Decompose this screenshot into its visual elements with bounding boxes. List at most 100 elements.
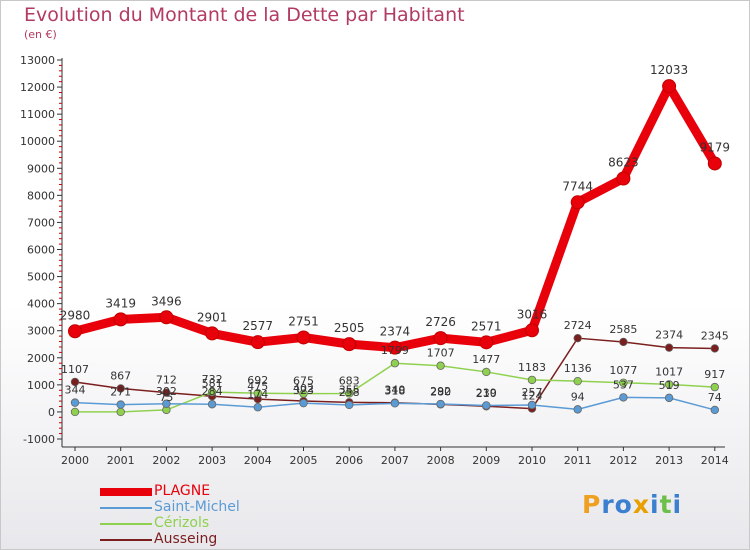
data-label-1: 318 <box>384 384 405 397</box>
series-point-0 <box>570 195 585 210</box>
series-point-2 <box>573 376 582 386</box>
data-label-0: 2726 <box>425 315 456 329</box>
data-label-1: 284 <box>202 385 223 398</box>
y-tick-label: 11000 <box>20 108 55 121</box>
series-point-2 <box>390 359 400 368</box>
x-tick-label: 2014 <box>701 454 729 467</box>
series-point-3 <box>573 333 582 343</box>
y-tick-label: 12000 <box>20 81 55 94</box>
data-label-0: 2577 <box>243 319 274 333</box>
chart-title: Evolution du Montant de la Dette par Hab… <box>24 4 465 26</box>
x-tick-label: 2008 <box>427 454 455 467</box>
data-label-3: 581 <box>202 377 223 390</box>
data-label-0: 3419 <box>105 296 136 310</box>
series-point-0 <box>159 310 174 325</box>
series-point-0 <box>662 79 677 94</box>
data-label-1: 271 <box>110 386 131 399</box>
data-label-0: 3496 <box>151 294 182 308</box>
data-label-2: 675 <box>293 375 314 388</box>
data-label-2: 1077 <box>609 364 637 377</box>
data-label-2: 683 <box>339 374 360 387</box>
series-point-1 <box>299 398 308 408</box>
series-point-1 <box>162 399 171 408</box>
data-label-3: 280 <box>430 385 451 398</box>
series-line-0 <box>70 81 720 353</box>
x-tick-label: 2007 <box>381 454 409 467</box>
x-tick-label: 2009 <box>472 454 500 467</box>
data-label-2: 917 <box>704 368 725 381</box>
data-label-1: 74 <box>708 391 722 404</box>
series-point-1 <box>619 393 628 402</box>
series-point-0 <box>342 337 357 352</box>
data-label-2: 1477 <box>472 353 500 366</box>
data-label-1: 174 <box>247 388 268 401</box>
series-point-0 <box>250 335 265 350</box>
data-label-3: 2345 <box>701 329 729 342</box>
legend-swatch <box>100 488 152 496</box>
series-point-3 <box>70 377 80 387</box>
series-point-0 <box>113 312 128 327</box>
data-label-0: 3016 <box>517 307 548 321</box>
x-tick-label: 2012 <box>609 454 637 467</box>
x-tick-label: 2002 <box>152 454 180 467</box>
data-label-1: 344 <box>65 384 86 397</box>
y-tick-label: 0 <box>48 406 55 419</box>
series-layer <box>68 79 722 417</box>
data-label-0: 9179 <box>700 140 731 154</box>
data-label-1: 239 <box>476 386 497 399</box>
y-tick-label: 9000 <box>27 162 55 175</box>
series-point-1 <box>527 400 537 410</box>
data-label-1: 258 <box>339 386 360 399</box>
x-tick-label: 2001 <box>107 454 135 467</box>
series-point-1 <box>436 399 445 409</box>
series-point-2 <box>436 361 445 370</box>
data-label-3: 340 <box>384 384 405 397</box>
data-label-3: 2724 <box>564 319 592 332</box>
y-tick-label: 8000 <box>27 189 55 202</box>
data-label-2: 1136 <box>564 362 592 375</box>
data-label-1: 94 <box>571 390 585 403</box>
data-label-1: 537 <box>613 378 634 391</box>
series-point-0 <box>433 331 448 346</box>
series-point-0 <box>479 335 494 350</box>
series-point-1 <box>482 401 491 410</box>
series-point-3 <box>162 388 171 397</box>
series-point-1 <box>253 403 262 412</box>
data-label-3: 712 <box>156 374 177 387</box>
legend-swatch <box>100 539 152 541</box>
series-point-2 <box>116 407 125 417</box>
legend-label: Ausseing <box>154 531 218 547</box>
x-tick-label: 2003 <box>198 454 226 467</box>
y-tick-label: 2000 <box>27 352 55 365</box>
series-point-2 <box>345 389 354 398</box>
series-point-1 <box>70 398 80 407</box>
series-point-2 <box>619 378 628 387</box>
x-tick-label: 2010 <box>518 454 546 467</box>
data-label-3: 210 <box>476 387 497 400</box>
data-label-2: 692 <box>247 374 268 387</box>
data-label-0: 2571 <box>471 319 502 333</box>
series-point-0 <box>707 156 722 171</box>
data-label-0: 2901 <box>197 310 228 324</box>
y-tick-label: 10000 <box>20 135 55 148</box>
series-point-1 <box>573 405 582 414</box>
series-point-0 <box>205 326 220 341</box>
data-label-0: 2374 <box>380 325 411 339</box>
data-label-2: 1183 <box>518 361 546 374</box>
series-point-2 <box>527 375 537 385</box>
data-label-0: 2751 <box>288 314 319 328</box>
data-label-0: 7744 <box>562 179 593 193</box>
x-tick-label: 2013 <box>655 454 683 467</box>
series-point-1 <box>116 400 125 409</box>
series-point-2 <box>710 382 719 392</box>
data-label-2: 1017 <box>655 365 683 378</box>
series-point-2 <box>482 367 491 377</box>
proxiti-logo: Proxiti <box>582 490 682 519</box>
data-label-2: 1799 <box>381 344 409 357</box>
series-point-2 <box>70 407 80 417</box>
logo-letter: i <box>672 490 683 519</box>
series-point-0 <box>525 323 539 338</box>
data-label-3: 2374 <box>655 329 683 342</box>
series-point-1 <box>345 400 354 410</box>
